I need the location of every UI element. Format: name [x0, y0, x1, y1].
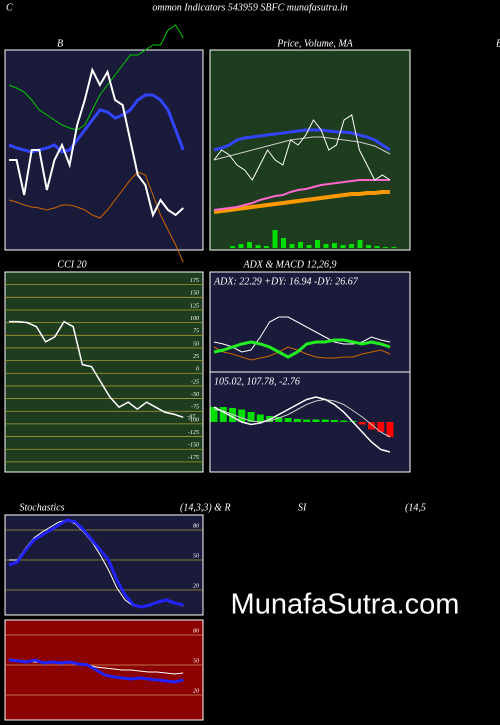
histogram-bar [358, 422, 366, 425]
volume-bar [247, 242, 252, 248]
panel-title: ADX & MACD 12,26,9 [242, 259, 336, 270]
series-line [8, 518, 184, 609]
histogram-bar [321, 419, 329, 422]
histogram-bar [284, 418, 292, 422]
y-tick-label: 20 [193, 583, 199, 589]
volume-bar [289, 244, 295, 248]
y-tick-label: 25 [193, 354, 199, 360]
y-tick-label: 100 [190, 316, 199, 322]
series-line [213, 398, 391, 438]
y-tick-label: -100 [188, 417, 199, 423]
panel-title: B [57, 38, 63, 49]
series-line [8, 171, 184, 263]
series-line [213, 179, 390, 211]
panel [4, 514, 204, 616]
y-tick-label: 125 [190, 303, 199, 309]
panel-title: Stochastics [20, 502, 65, 513]
volume-bar [264, 246, 269, 248]
y-tick-label: -75 [191, 405, 199, 411]
volume-bar [315, 240, 320, 248]
volume-bar [298, 242, 303, 248]
volume-bar [383, 247, 388, 248]
series-line [213, 396, 391, 453]
volume-bar [281, 238, 286, 248]
histogram-bar [210, 407, 218, 422]
series-line [213, 114, 391, 181]
panel-title: CCI 20 [57, 259, 86, 270]
volume-bar [306, 245, 312, 248]
volume-bar [340, 245, 346, 248]
watermark: MunafaSutra.com [231, 589, 460, 621]
histogram-bar [256, 414, 264, 422]
header-title: ommon Indicators 543959 SBFC munafasutra… [152, 2, 347, 13]
y-tick-label: -175 [188, 455, 199, 461]
value-label: -87 [187, 415, 196, 421]
volume-bar [255, 245, 261, 248]
y-tick-label: -150 [188, 443, 199, 449]
panel [4, 271, 204, 473]
series-line [9, 67, 184, 218]
histogram-bar [340, 420, 348, 422]
histogram-bar [330, 420, 338, 422]
y-tick-label: 75 [193, 329, 199, 335]
histogram-bar [386, 422, 394, 437]
series-line [213, 346, 391, 361]
series-line [8, 658, 184, 684]
panel [209, 49, 411, 251]
header-left: C [6, 2, 13, 13]
y-tick-label: -125 [188, 430, 199, 436]
volume-bar [323, 244, 329, 248]
y-tick-label: 80 [193, 628, 199, 634]
label: (14,5 [405, 502, 426, 513]
histogram-bar [219, 407, 227, 422]
annotation: ADX: 22.29 +DY: 16.94 -DY: 26.67 [213, 276, 359, 287]
label: SI [298, 502, 307, 513]
volume-bar [230, 246, 235, 248]
annotation: 105.02, 107.78, -2.76 [214, 376, 300, 387]
y-tick-label: -50 [191, 392, 199, 398]
y-tick-label: 50 [193, 341, 199, 347]
volume-bar [366, 245, 371, 248]
series-line [9, 320, 184, 419]
series-line [8, 24, 184, 131]
y-tick-label: 80 [193, 523, 199, 529]
series-line [213, 128, 391, 152]
panel-title: Price, Volume, MA [276, 38, 353, 49]
volume-bar [349, 244, 354, 248]
y-tick-label: 175 [190, 278, 199, 284]
y-tick-label: -25 [191, 379, 199, 385]
histogram-bar [312, 419, 320, 422]
y-tick-label: 50 [193, 553, 199, 559]
y-tick-label: 0 [196, 367, 199, 373]
series-line [213, 338, 391, 359]
histogram-bar [247, 412, 255, 422]
label: (14,3,3) & R [180, 502, 231, 513]
y-tick-label: 150 [190, 291, 199, 297]
histogram-bar [275, 417, 283, 422]
volume-bar [238, 244, 244, 248]
histogram-bar [293, 419, 301, 422]
histogram-bar [238, 409, 246, 422]
histogram-bar [303, 419, 311, 422]
y-tick-label: 20 [193, 688, 199, 694]
series-line [213, 190, 390, 214]
volume-bar [374, 246, 380, 248]
panel [4, 619, 204, 721]
label: B [496, 38, 500, 49]
histogram-bar [367, 422, 375, 430]
series-line [213, 136, 391, 161]
volume-bar [357, 240, 363, 248]
histogram-bar [377, 422, 385, 432]
y-tick-label: 50 [193, 658, 199, 664]
volume-bar [391, 247, 397, 248]
volume-bar [332, 243, 337, 248]
volume-bar [272, 230, 278, 248]
